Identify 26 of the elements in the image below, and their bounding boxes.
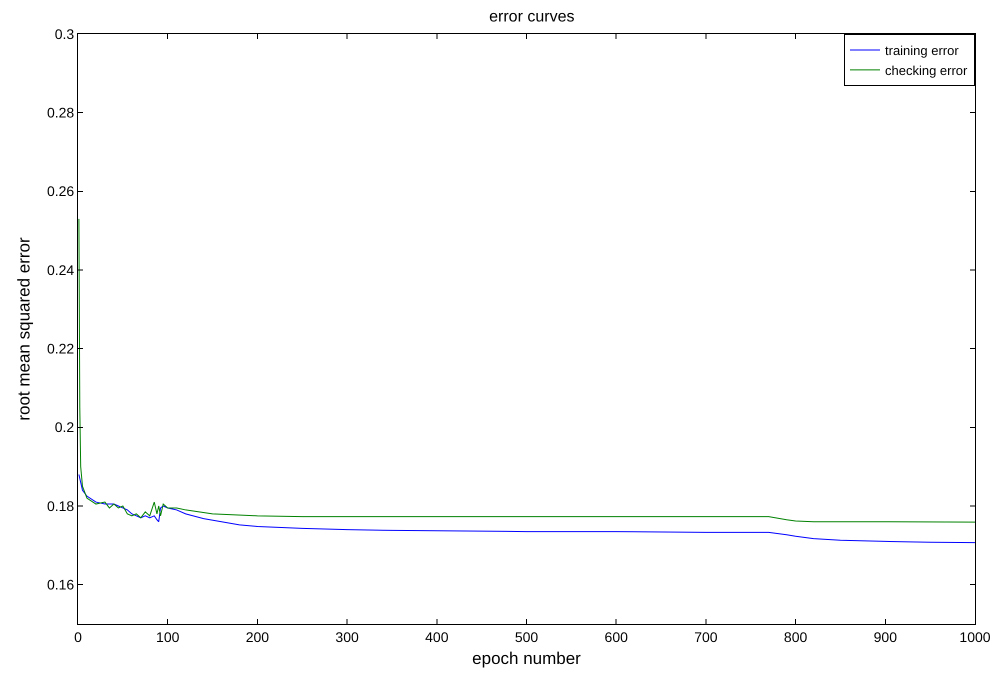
x-tick-label: 700: [694, 628, 718, 645]
x-tick-label: 100: [156, 628, 180, 645]
y-axis-title: root mean squared error: [14, 237, 34, 421]
x-tick-label: 300: [335, 628, 359, 645]
y-tick-label: 0.22: [46, 340, 74, 357]
chart-title: error curves: [489, 8, 574, 26]
x-tick-label: 600: [604, 628, 628, 645]
x-tick-label: 400: [425, 628, 449, 645]
y-tick-label: 0.16: [46, 576, 74, 593]
y-tick-label: 0.26: [46, 183, 74, 200]
line-series: [78, 218, 975, 523]
y-tick-label: 0.28: [46, 104, 74, 121]
y-tick-label: 0.18: [46, 498, 74, 514]
x-tick-label: 1000: [959, 628, 991, 645]
x-tick-label: 500: [514, 628, 538, 645]
y-tick-label: 0.3: [54, 26, 74, 42]
legend-label: checking error: [885, 62, 968, 78]
legend-label: training error: [885, 43, 960, 58]
line-series: [78, 474, 975, 544]
x-tick-label: 0: [74, 628, 82, 645]
x-tick-label: 800: [784, 628, 808, 645]
y-tick-label: 0.24: [46, 262, 74, 278]
x-tick-label: 900: [874, 628, 898, 645]
x-tick-label: 200: [246, 628, 270, 645]
x-axis-title: epoch number: [472, 649, 582, 668]
y-tick-label: 0.2: [54, 419, 74, 436]
